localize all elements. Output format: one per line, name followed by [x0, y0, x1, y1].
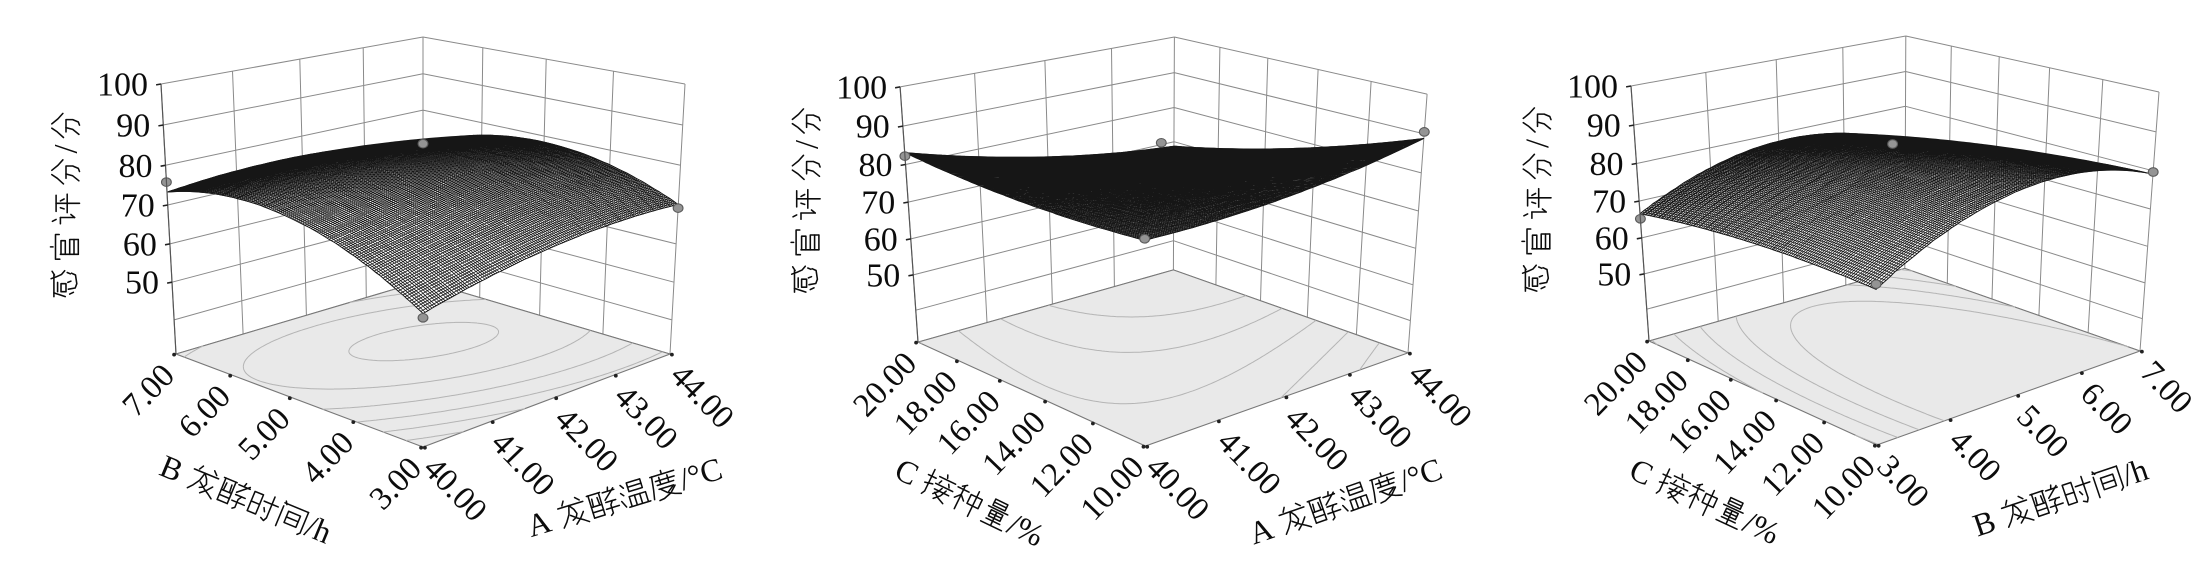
- svg-text:50: 50: [866, 257, 900, 294]
- svg-text:/: /: [789, 139, 825, 149]
- svg-text:60: 60: [1595, 220, 1629, 257]
- svg-text:/: /: [49, 144, 85, 154]
- svg-text:90: 90: [856, 109, 890, 146]
- svg-text:/: /: [1520, 138, 1556, 148]
- svg-text:80: 80: [859, 147, 893, 184]
- svg-text:100: 100: [836, 69, 887, 106]
- svg-text:90: 90: [116, 108, 150, 145]
- svg-text:80: 80: [119, 148, 153, 185]
- svg-text:70: 70: [1592, 184, 1626, 221]
- svg-text:50: 50: [1597, 256, 1631, 293]
- svg-text:100: 100: [97, 67, 148, 104]
- svg-text:80: 80: [1590, 146, 1624, 183]
- svg-text:70: 70: [861, 185, 895, 222]
- svg-text:50: 50: [125, 265, 159, 302]
- svg-text:90: 90: [1587, 108, 1621, 145]
- svg-text:70: 70: [121, 188, 155, 225]
- svg-text:60: 60: [123, 226, 157, 263]
- svg-text:100: 100: [1567, 69, 1618, 106]
- svg-text:60: 60: [864, 221, 898, 258]
